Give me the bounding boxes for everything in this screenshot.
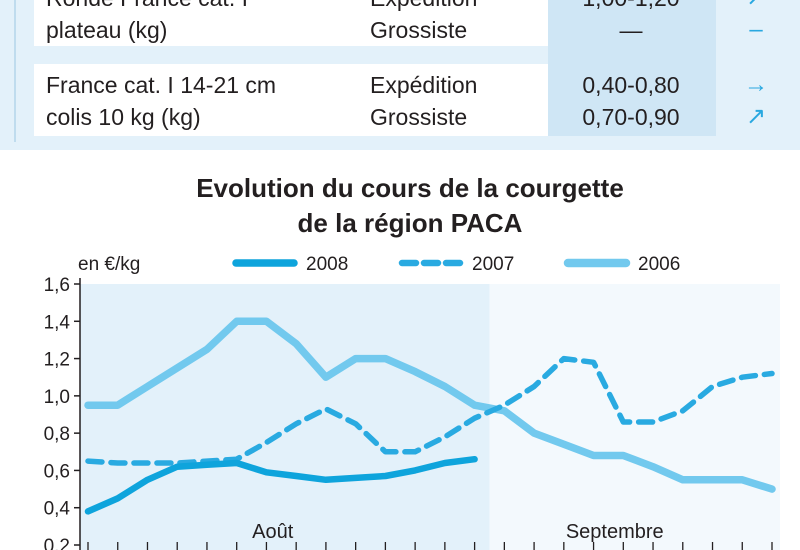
chart-panel: Evolution du cours de la courgette de la… bbox=[10, 152, 790, 550]
y-tick-label: 1,4 bbox=[44, 312, 71, 333]
price-value: 0,40-0,80 bbox=[582, 72, 680, 98]
series-line-2007 bbox=[85, 355, 775, 466]
chart-title: Evolution du cours de la courgette bbox=[196, 173, 624, 203]
trend-arrow-icon: ↗ bbox=[736, 0, 776, 14]
product-cell-bg bbox=[34, 64, 322, 136]
price-value: 1,00-1,20 bbox=[572, 0, 690, 14]
y-tick-label: 0,2 bbox=[44, 536, 70, 550]
plot-area-august bbox=[80, 284, 490, 550]
chart-svg: Evolution du cours de la courgette de la… bbox=[44, 173, 780, 550]
trend-dash-icon: – bbox=[749, 16, 763, 43]
legend-label-2006: 2006 bbox=[638, 254, 680, 275]
y-axis-label: en €/kg bbox=[78, 254, 140, 275]
stage-label: Grossiste bbox=[370, 17, 468, 43]
product-name-line: plateau (kg) bbox=[46, 17, 168, 43]
legend-label-2008: 2008 bbox=[306, 254, 348, 275]
trend-arrow-icon: → bbox=[744, 71, 768, 98]
price-cell: 1,00-1,20 — bbox=[572, 0, 690, 46]
stage-label: Expédition bbox=[370, 0, 477, 14]
table-row: France cat. I 14-21 cm colis 10 kg (kg) bbox=[46, 69, 276, 133]
stage-cell: Expédition Grossiste bbox=[370, 69, 477, 133]
series-line-2006 bbox=[84, 317, 776, 493]
trend-arrow-icon: ↗ bbox=[745, 103, 767, 130]
stage-cell-bg bbox=[322, 64, 548, 136]
series-line-2008 bbox=[84, 455, 478, 515]
price-value: — bbox=[619, 17, 643, 43]
product-name-line: France cat. I 14-21 cm bbox=[46, 72, 277, 98]
y-tick-label: 1,0 bbox=[44, 387, 70, 408]
y-tick-label: 0,4 bbox=[44, 499, 71, 520]
price-table: Ronde France cat. I plateau (kg) Expédit… bbox=[0, 0, 800, 150]
stage-label: Grossiste bbox=[370, 104, 468, 130]
period-label: Août bbox=[252, 521, 294, 543]
y-tick-label: 1,2 bbox=[44, 350, 70, 371]
plot-area-september bbox=[489, 284, 780, 550]
product-name-line: colis 10 kg (kg) bbox=[46, 104, 201, 130]
price-value: 0,70-0,90 bbox=[582, 104, 680, 130]
y-tick-label: 0,8 bbox=[44, 424, 70, 445]
column-divider bbox=[14, 0, 16, 142]
price-column-band bbox=[548, 0, 716, 136]
table-row: Ronde France cat. I plateau (kg) bbox=[46, 0, 248, 46]
period-label: Septembre bbox=[566, 521, 664, 543]
product-cell-bg bbox=[34, 0, 322, 46]
stage-cell: Expédition Grossiste bbox=[370, 0, 477, 46]
y-tick-label: 1,6 bbox=[44, 275, 70, 296]
price-cell: 0,40-0,80 0,70-0,90 bbox=[572, 69, 690, 133]
chart-title: de la région PACA bbox=[298, 208, 523, 238]
stage-cell-bg bbox=[322, 0, 548, 46]
trend-cell: → ↗ bbox=[736, 69, 776, 133]
product-name-line: Ronde France cat. I bbox=[46, 0, 248, 14]
y-tick-label: 0,6 bbox=[44, 461, 70, 482]
legend-label-2007: 2007 bbox=[472, 254, 514, 275]
stage-label: Expédition bbox=[370, 72, 478, 98]
trend-cell: ↗ – bbox=[736, 0, 776, 46]
